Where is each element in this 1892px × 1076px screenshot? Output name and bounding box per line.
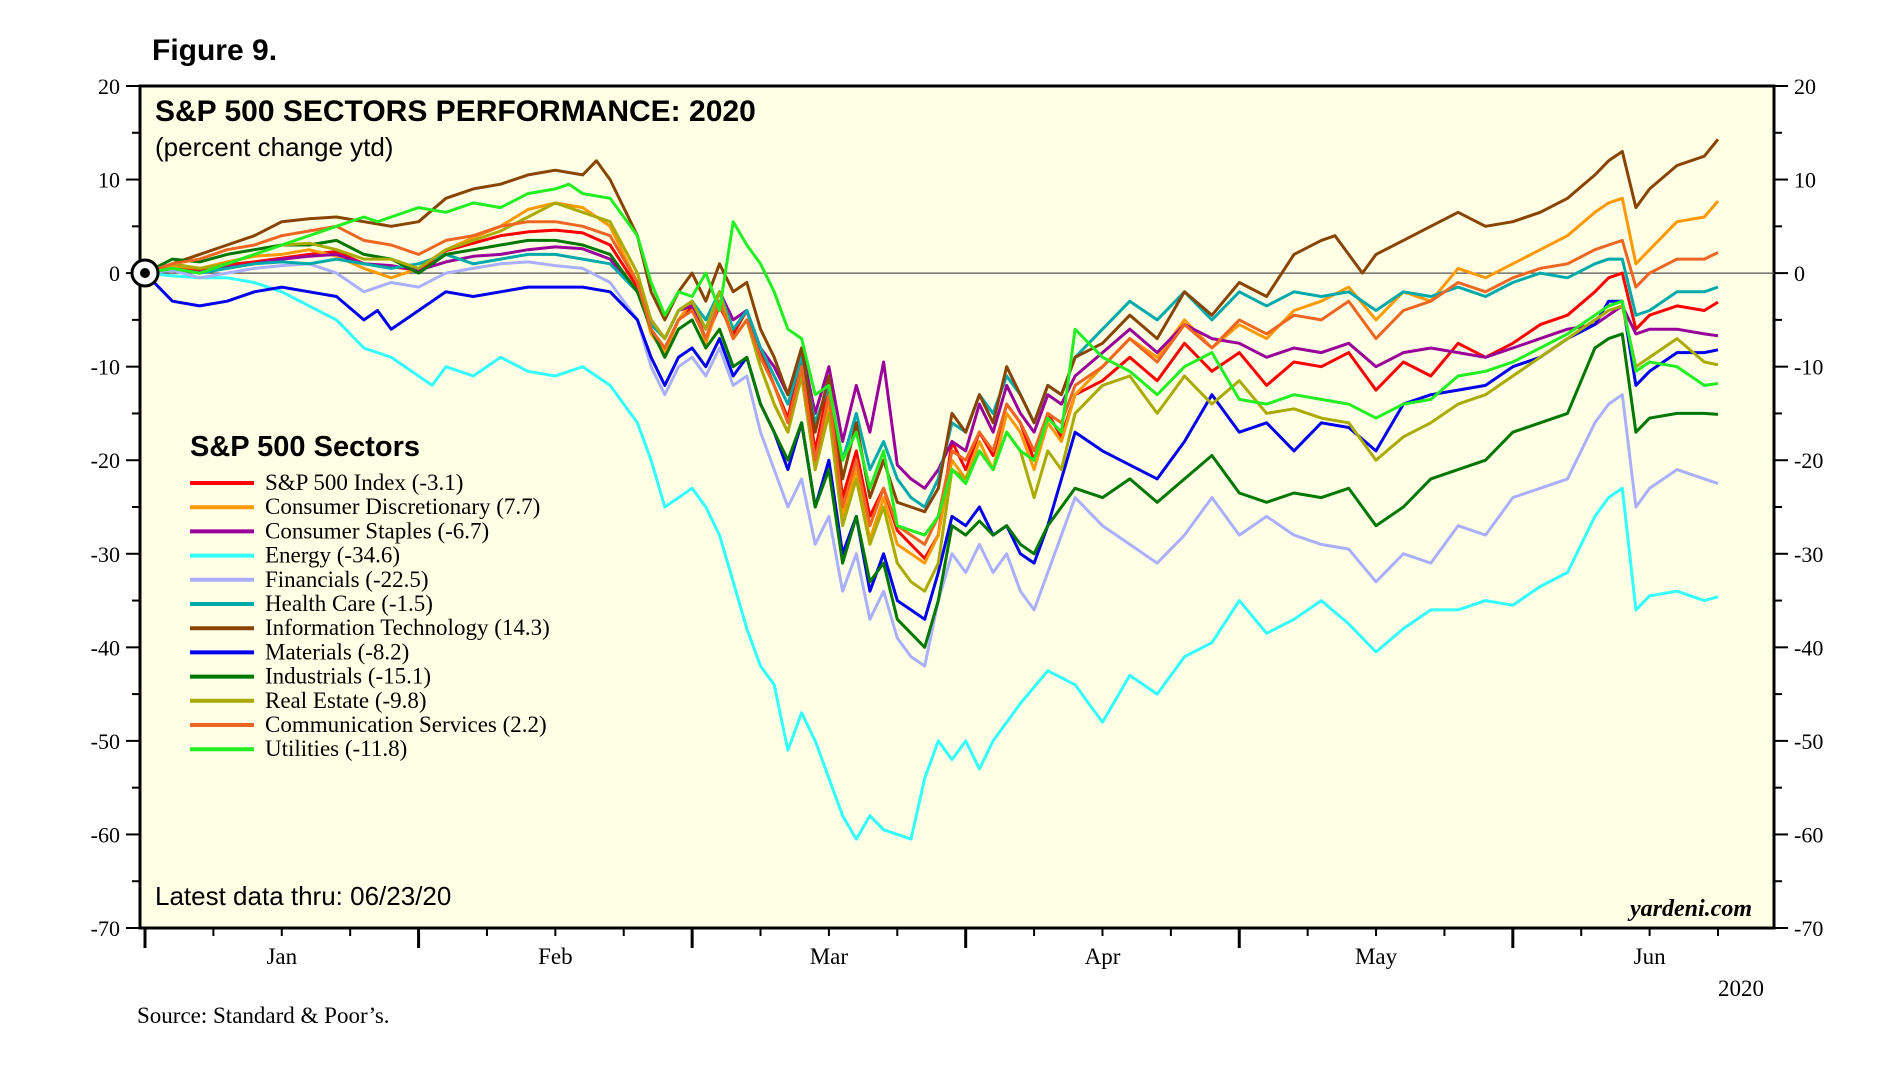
x-month-label: Apr [1085, 944, 1121, 969]
x-month-label: Jun [1634, 944, 1666, 969]
plot-area [138, 84, 1776, 930]
y-tick-label-right: -30 [1794, 542, 1823, 567]
y-tick-label-left: -10 [91, 355, 120, 380]
legend-entry: Utilities (-11.8) [265, 736, 407, 761]
y-tick-label-right: -20 [1794, 448, 1823, 473]
y-tick-label-left: 0 [109, 261, 120, 286]
source-note: Source: Standard & Poor’s. [137, 1003, 390, 1028]
y-tick-label-right: 10 [1794, 168, 1816, 193]
y-tick-label-right: -70 [1794, 916, 1823, 941]
y-tick-label-left: 20 [98, 74, 120, 99]
series-line-real-estate [144, 201, 1719, 593]
legend-entry: S&P 500 Index (-3.1) [265, 470, 463, 495]
legend-title: S&P 500 Sectors [190, 431, 420, 463]
x-month-label: Feb [538, 944, 573, 969]
series-line-s-p-500-index [144, 228, 1719, 560]
y-tick-label-right: -40 [1794, 635, 1823, 660]
series-line-energy [144, 271, 1719, 841]
y-tick-label-left: -40 [91, 635, 120, 660]
legend-entry: Financials (-22.5) [265, 567, 429, 592]
x-month-label: Mar [810, 944, 849, 969]
y-tick-label-left: -30 [91, 542, 120, 567]
legend-entry: Consumer Staples (-6.7) [265, 518, 489, 543]
brand-label: yardeni.com [1627, 896, 1752, 922]
y-tick-label-right: -50 [1794, 729, 1823, 754]
chart-subtitle: (percent change ytd) [155, 132, 393, 162]
latest-data-note: Latest data thru: 06/23/20 [155, 881, 451, 911]
series-line-communication-services [144, 220, 1719, 546]
legend-entry: Real Estate (-9.8) [265, 688, 427, 713]
legend: S&P 500 Sectors S&P 500 Index (-3.1)Cons… [190, 431, 550, 761]
series-line-industrials [144, 238, 1719, 649]
chart-title: S&P 500 SECTORS PERFORMANCE: 2020 [155, 95, 756, 128]
figure-label: Figure 9. [152, 34, 278, 67]
series-line-utilities [144, 182, 1719, 537]
x-month-label: May [1355, 944, 1398, 969]
series-line-financials [144, 260, 1719, 668]
legend-entry: Industrials (-15.1) [265, 664, 431, 689]
y-tick-label-left: -50 [91, 729, 120, 754]
y-tick-label-right: 0 [1794, 261, 1805, 286]
y-tick-label-left: -70 [91, 916, 120, 941]
legend-entry: Materials (-8.2) [265, 639, 409, 664]
series-line-consumer-staples [144, 245, 1719, 490]
legend-entry: Energy (-34.6) [265, 543, 400, 568]
series-layer [143, 138, 1720, 841]
year-label: 2020 [1718, 976, 1764, 1001]
y-tick-label-right: -60 [1794, 822, 1823, 847]
y-tick-label-right: -10 [1794, 355, 1823, 380]
x-month-label: Jan [266, 944, 297, 969]
y-tick-label-left: -60 [91, 822, 120, 847]
start-marker [130, 258, 160, 288]
legend-entry: Communication Services (2.2) [265, 712, 547, 737]
series-line-information-technology [144, 138, 1720, 514]
legend-entry: Consumer Discretionary (7.7) [265, 494, 540, 519]
axis-layer: 20 20 10 10 0 0 -10 -10 -20 -20 -30 -30 -40 -40 -50 -50… [91, 74, 1824, 969]
legend-entry: Information Technology (14.3) [265, 615, 550, 640]
legend-entry: Health Care (-1.5) [265, 591, 433, 616]
y-tick-label-right: 20 [1794, 74, 1816, 99]
y-tick-label-left: 10 [98, 168, 120, 193]
y-tick-label-left: -20 [91, 448, 120, 473]
